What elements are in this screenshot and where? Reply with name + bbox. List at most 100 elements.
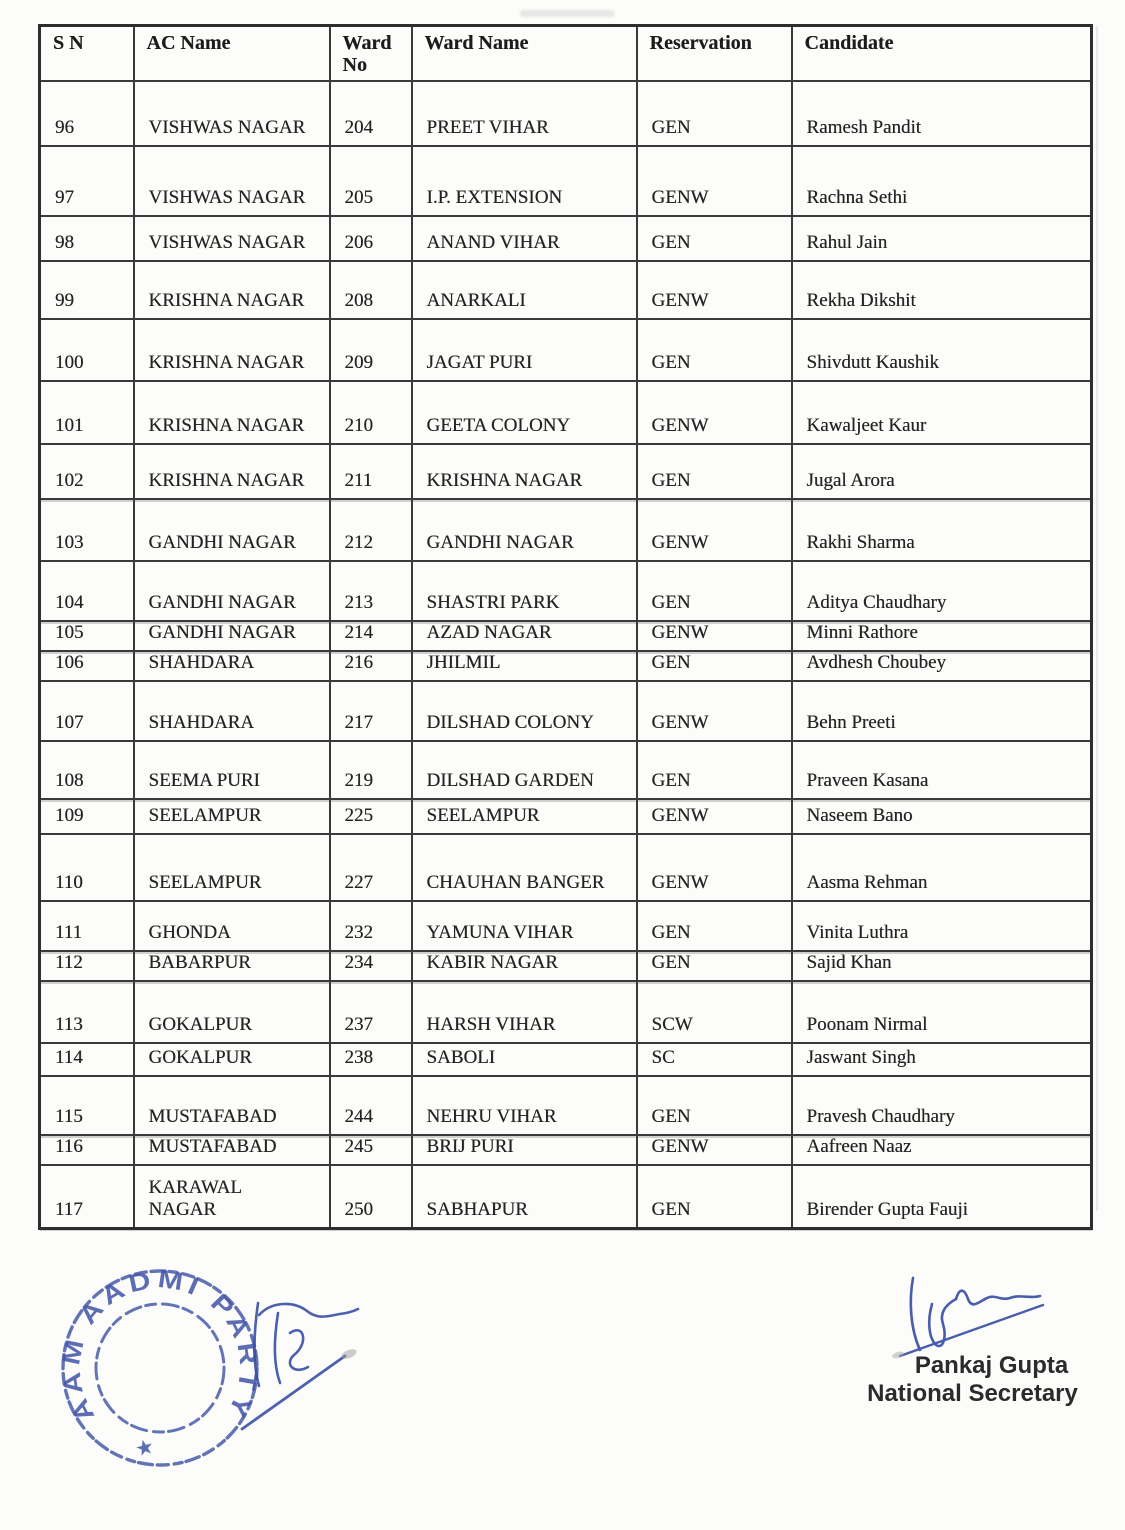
cell-ward-name: SABHAPUR xyxy=(410,1164,638,1229)
cell-sn: 105 xyxy=(38,620,135,652)
cell-reservation: GENW xyxy=(635,498,793,562)
table-row: 108 SEEMA PURI 219 DILSHAD GARDEN GEN Praveen… xyxy=(38,740,1093,800)
cell-reservation: GEN xyxy=(635,318,793,382)
cell-reservation: GEN xyxy=(635,1075,793,1136)
cell-ward-name: BRIJ PURI xyxy=(410,1134,638,1166)
cell-candidate: Jaswant Singh xyxy=(790,1042,1093,1077)
cell-reservation: GENW xyxy=(635,833,793,902)
cell-reservation: GEN xyxy=(635,900,793,952)
cell-ward-no: 212 xyxy=(328,498,413,562)
cell-reservation: GENW xyxy=(635,798,793,835)
cell-ac-name: BABARPUR xyxy=(132,950,331,982)
cell-ac-name: SEELAMPUR xyxy=(132,833,331,902)
stamp-signature xyxy=(240,1301,360,1431)
table-row: 111 GHONDA 232 YAMUNA VIHAR GEN Vinita Luthra xyxy=(38,900,1093,952)
cell-candidate: Birender Gupta Fauji xyxy=(790,1164,1093,1229)
cell-sn: 96 xyxy=(38,80,135,147)
header-ward-no: Ward No xyxy=(328,24,413,82)
cell-ward-no: 208 xyxy=(328,260,413,320)
cell-candidate: Poonam Nirmal xyxy=(790,980,1093,1044)
cell-sn: 99 xyxy=(38,260,135,320)
cell-ward-name: YAMUNA VIHAR xyxy=(410,900,638,952)
cell-candidate: Sajid Khan xyxy=(790,950,1093,982)
cell-ac-name: GANDHI NAGAR xyxy=(132,498,331,562)
cell-ward-name: ANARKALI xyxy=(410,260,638,320)
cell-ward-no: 204 xyxy=(328,80,413,147)
cell-ward-no: 225 xyxy=(328,798,413,835)
cell-sn: 116 xyxy=(38,1134,135,1166)
table-row: 113 GOKALPUR 237 HARSH VIHAR SCW Poonam Nirma… xyxy=(38,980,1093,1044)
table-row: 107 SHAHDARA 217 DILSHAD COLONY GENW Behn Pre… xyxy=(38,680,1093,742)
table-header-row: S N AC Name Ward No Ward Name Reservatio… xyxy=(38,24,1093,82)
cell-ward-name: GANDHI NAGAR xyxy=(410,498,638,562)
signature-stroke xyxy=(909,1276,922,1352)
cell-reservation: GENW xyxy=(635,1134,793,1166)
cell-sn: 107 xyxy=(38,680,135,742)
cell-ward-no: 237 xyxy=(328,980,413,1044)
cell-ward-no: 209 xyxy=(328,318,413,382)
cell-ward-name: I.P. EXTENSION xyxy=(410,145,638,217)
secretary-signature-strokes xyxy=(898,1276,1045,1358)
table-row: 115 MUSTAFABAD 244 NEHRU VIHAR GEN Pravesh Ch… xyxy=(38,1075,1093,1136)
cell-ac-name: KARAWAL NAGAR xyxy=(132,1164,331,1229)
cell-ward-no: 217 xyxy=(328,680,413,742)
cell-reservation: GEN xyxy=(635,560,793,622)
cell-sn: 113 xyxy=(38,980,135,1044)
cell-sn: 109 xyxy=(38,798,135,835)
signatory-name: Pankaj Gupta xyxy=(914,1352,1069,1379)
cell-reservation: GENW xyxy=(635,145,793,217)
cell-sn: 106 xyxy=(38,650,135,682)
scan-ghost-line xyxy=(1096,26,1098,1211)
table-row: 102 KRISHNA NAGAR 211 KRISHNA NAGAR GEN Jugal… xyxy=(38,443,1093,500)
cell-ward-no: 232 xyxy=(328,900,413,952)
cell-candidate: Vinita Luthra xyxy=(790,900,1093,952)
cell-ward-no: 234 xyxy=(328,950,413,982)
cell-candidate: Aasma Rehman xyxy=(790,833,1093,902)
cell-ward-no: 238 xyxy=(328,1042,413,1077)
table-row: 105 GANDHI NAGAR 214 AZAD NAGAR GENW Minni Ra… xyxy=(38,620,1093,652)
cell-ward-name: JAGAT PURI xyxy=(410,318,638,382)
candidate-table: S N AC Name Ward No Ward Name Reservatio… xyxy=(38,24,1093,1230)
cell-reservation: GEN xyxy=(635,215,793,262)
cell-ward-name: KABIR NAGAR xyxy=(410,950,638,982)
table-row: 97 VISHWAS NAGAR 205 I.P. EXTENSION GENW Rach… xyxy=(38,145,1093,217)
cell-ward-name: ANAND VIHAR xyxy=(410,215,638,262)
header-reservation: Reservation xyxy=(635,24,793,82)
cell-reservation: GEN xyxy=(635,650,793,682)
table-row: 101 KRISHNA NAGAR 210 GEETA COLONY GENW Kawal… xyxy=(38,380,1093,445)
cell-candidate: Ramesh Pandit xyxy=(790,80,1093,147)
cell-ac-name: KRISHNA NAGAR xyxy=(132,260,331,320)
cell-ac-name: GANDHI NAGAR xyxy=(132,620,331,652)
cell-reservation: SCW xyxy=(635,980,793,1044)
cell-candidate: Rachna Sethi xyxy=(790,145,1093,217)
cell-sn: 100 xyxy=(38,318,135,382)
cell-ac-name: KRISHNA NAGAR xyxy=(132,318,331,382)
table-row: 104 GANDHI NAGAR 213 SHASTRI PARK GEN Aditya … xyxy=(38,560,1093,622)
table-row: 96 VISHWAS NAGAR 204 PREET VIHAR GEN Ramesh P… xyxy=(38,80,1093,147)
cell-sn: 101 xyxy=(38,380,135,445)
stamp-outer-circle xyxy=(61,1269,259,1467)
cell-candidate: Kawaljeet Kaur xyxy=(790,380,1093,445)
cell-sn: 103 xyxy=(38,498,135,562)
signature-stroke xyxy=(288,1329,310,1372)
cell-ward-no: 213 xyxy=(328,560,413,622)
cell-sn: 104 xyxy=(38,560,135,622)
signature-stroke xyxy=(253,1301,261,1388)
cell-ward-no: 216 xyxy=(328,650,413,682)
cell-ac-name: SHAHDARA xyxy=(132,680,331,742)
ink-smudge xyxy=(892,1351,904,1359)
stamp-signature-strokes xyxy=(240,1301,360,1431)
table-row: 109 SEELAMPUR 225 SEELAMPUR GENW Naseem Bano xyxy=(38,798,1093,835)
cell-sn: 98 xyxy=(38,215,135,262)
aam-aadmi-party-stamp: AAM AADMI PARTY ★ xyxy=(57,1265,259,1467)
cell-ac-name: VISHWAS NAGAR xyxy=(132,215,331,262)
cell-candidate: Naseem Bano xyxy=(790,798,1093,835)
cell-ward-name: DILSHAD GARDEN xyxy=(410,740,638,800)
cell-reservation: GENW xyxy=(635,380,793,445)
cell-sn: 97 xyxy=(38,145,135,217)
cell-reservation: SC xyxy=(635,1042,793,1077)
header-candidate: Candidate xyxy=(790,24,1093,82)
cell-candidate: Aafreen Naaz xyxy=(790,1134,1093,1166)
scan-smudge xyxy=(520,10,615,17)
